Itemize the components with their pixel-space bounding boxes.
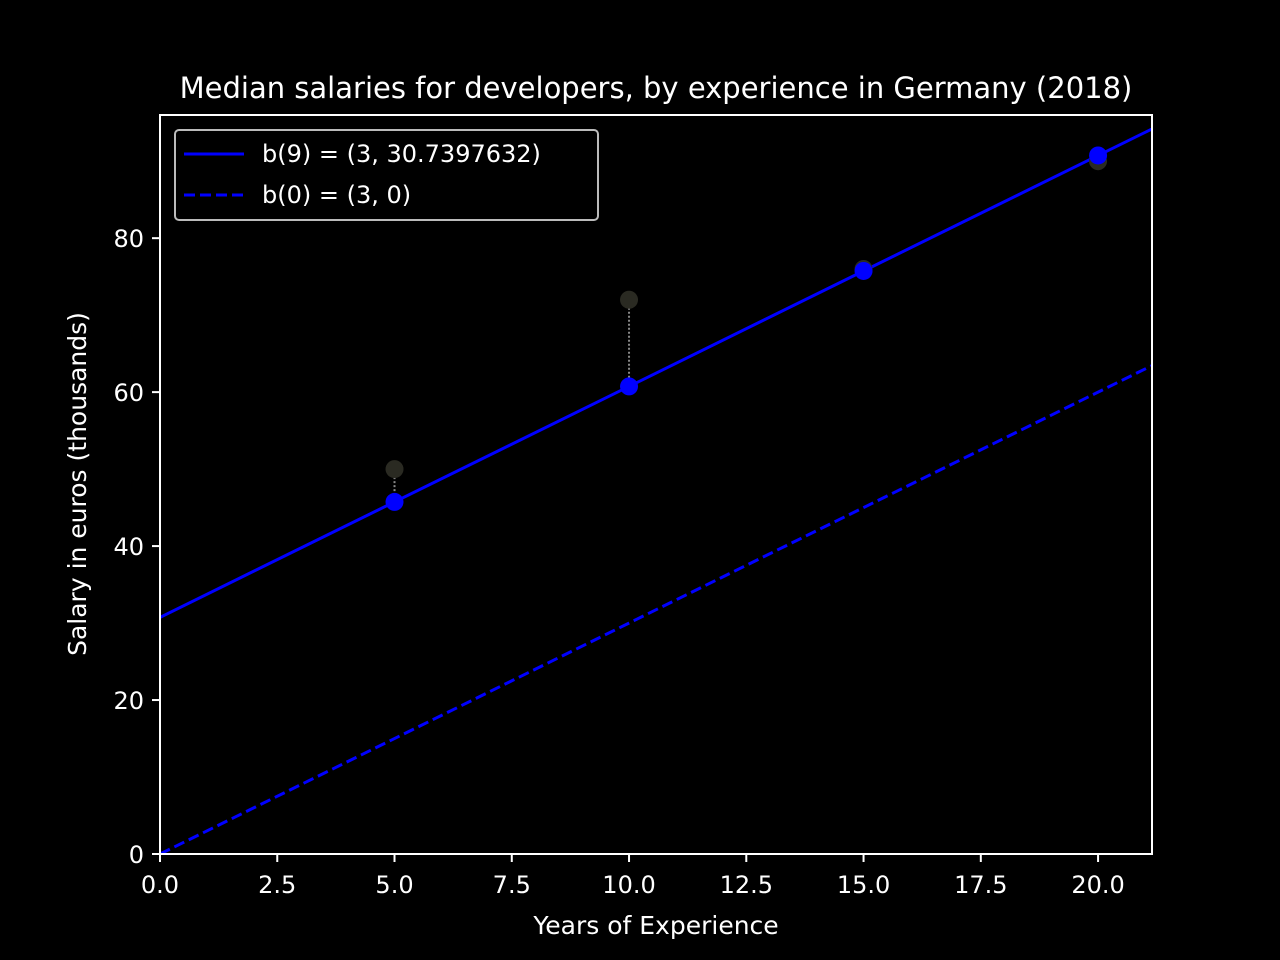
series-line-dashed xyxy=(160,364,1152,854)
y-tick-label: 40 xyxy=(113,533,144,561)
actual-point xyxy=(385,460,404,479)
x-tick-label: 10.0 xyxy=(602,871,655,899)
y-axis-label: Salary in euros (thousands) xyxy=(63,312,92,656)
x-tick-label: 7.5 xyxy=(493,871,531,899)
legend-entry-dashed: b(0) = (3, 0) xyxy=(262,181,411,209)
y-tick-label: 20 xyxy=(113,687,144,715)
plot-area xyxy=(160,127,1152,854)
y-axis: 0 20 40 60 80 xyxy=(113,225,160,869)
y-tick-label: 60 xyxy=(113,379,144,407)
legend-entry-solid: b(9) = (3, 30.7397632) xyxy=(262,140,541,168)
legend: b(9) = (3, 30.7397632) b(0) = (3, 0) xyxy=(174,129,599,221)
y-tick-label: 80 xyxy=(113,225,144,253)
series-line-solid xyxy=(160,127,1152,619)
x-tick-label: 17.5 xyxy=(954,871,1007,899)
x-axis-label: Years of Experience xyxy=(532,911,778,940)
predicted-point xyxy=(854,261,873,280)
x-tick-label: 15.0 xyxy=(837,871,890,899)
actual-point xyxy=(620,290,639,309)
predicted-point xyxy=(1089,146,1108,165)
plot-frame xyxy=(159,114,1153,855)
legend-box xyxy=(174,129,599,221)
x-tick-label: 12.5 xyxy=(720,871,773,899)
predicted-point xyxy=(620,377,639,396)
x-axis: 0.0 2.5 5.0 7.5 10.0 12.5 15.0 17.5 20.0 xyxy=(141,854,1125,899)
predicted-point xyxy=(385,492,404,511)
x-tick-label: 0.0 xyxy=(141,871,179,899)
x-tick-label: 5.0 xyxy=(375,871,413,899)
x-tick-label: 2.5 xyxy=(258,871,296,899)
chart-title: Median salaries for developers, by exper… xyxy=(180,71,1133,105)
x-tick-label: 20.0 xyxy=(1071,871,1124,899)
y-tick-label: 0 xyxy=(129,841,144,869)
